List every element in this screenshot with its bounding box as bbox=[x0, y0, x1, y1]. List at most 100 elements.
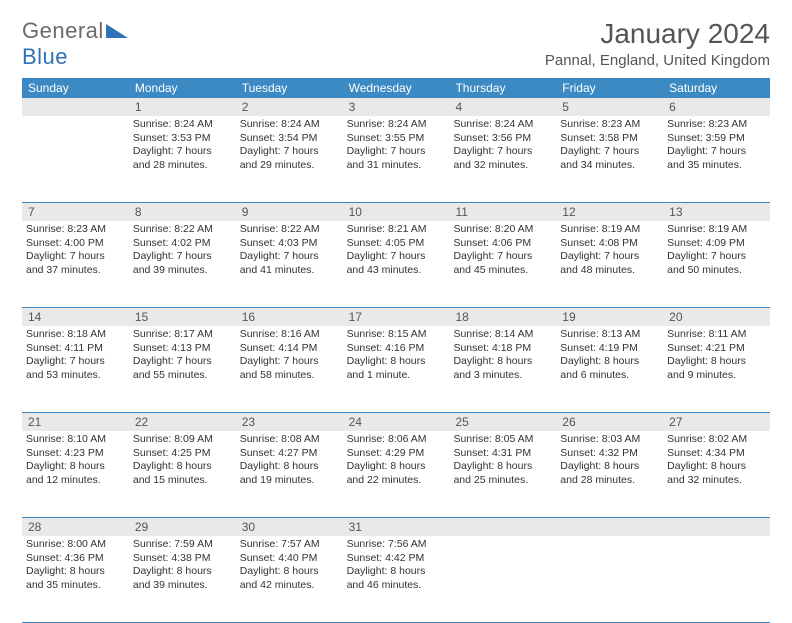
daylight-text: Daylight: 8 hours and 25 minutes. bbox=[453, 460, 552, 487]
day-number: 22 bbox=[129, 413, 236, 431]
sunrise-text: Sunrise: 8:15 AM bbox=[347, 328, 446, 342]
day-cell: Sunrise: 8:22 AMSunset: 4:03 PMDaylight:… bbox=[236, 221, 343, 307]
logo: General Blue bbox=[22, 18, 128, 70]
day-cell: Sunrise: 8:23 AMSunset: 3:59 PMDaylight:… bbox=[663, 116, 770, 202]
day-number: 2 bbox=[236, 98, 343, 116]
sunrise-text: Sunrise: 8:22 AM bbox=[240, 223, 339, 237]
calendar: SundayMondayTuesdayWednesdayThursdayFrid… bbox=[22, 78, 770, 623]
sunset-text: Sunset: 4:00 PM bbox=[26, 237, 125, 251]
sunrise-text: Sunrise: 7:56 AM bbox=[347, 538, 446, 552]
day-cell: Sunrise: 8:09 AMSunset: 4:25 PMDaylight:… bbox=[129, 431, 236, 517]
daylight-text: Daylight: 7 hours and 53 minutes. bbox=[26, 355, 125, 382]
daylight-text: Daylight: 7 hours and 58 minutes. bbox=[240, 355, 339, 382]
sunset-text: Sunset: 4:02 PM bbox=[133, 237, 232, 251]
day-cell: Sunrise: 8:21 AMSunset: 4:05 PMDaylight:… bbox=[343, 221, 450, 307]
day-number-row: .123456 bbox=[22, 98, 770, 116]
daylight-text: Daylight: 8 hours and 39 minutes. bbox=[133, 565, 232, 592]
daylight-text: Daylight: 8 hours and 42 minutes. bbox=[240, 565, 339, 592]
day-cell: Sunrise: 8:15 AMSunset: 4:16 PMDaylight:… bbox=[343, 326, 450, 412]
day-number: 4 bbox=[449, 98, 556, 116]
day-cell: Sunrise: 8:24 AMSunset: 3:56 PMDaylight:… bbox=[449, 116, 556, 202]
sunrise-text: Sunrise: 8:23 AM bbox=[26, 223, 125, 237]
weekday-header: Tuesday bbox=[236, 78, 343, 98]
sunrise-text: Sunrise: 8:16 AM bbox=[240, 328, 339, 342]
weekday-header: Sunday bbox=[22, 78, 129, 98]
sunrise-text: Sunrise: 8:06 AM bbox=[347, 433, 446, 447]
day-cell: Sunrise: 7:59 AMSunset: 4:38 PMDaylight:… bbox=[129, 536, 236, 622]
daylight-text: Daylight: 7 hours and 43 minutes. bbox=[347, 250, 446, 277]
week-row: Sunrise: 8:23 AMSunset: 4:00 PMDaylight:… bbox=[22, 221, 770, 308]
day-number: 28 bbox=[22, 518, 129, 536]
day-number: 19 bbox=[556, 308, 663, 326]
day-number-row: 21222324252627 bbox=[22, 413, 770, 431]
title-block: January 2024 Pannal, England, United Kin… bbox=[545, 18, 770, 69]
day-cell: Sunrise: 8:19 AMSunset: 4:09 PMDaylight:… bbox=[663, 221, 770, 307]
day-cell: Sunrise: 8:19 AMSunset: 4:08 PMDaylight:… bbox=[556, 221, 663, 307]
sunrise-text: Sunrise: 7:59 AM bbox=[133, 538, 232, 552]
day-cell: Sunrise: 8:24 AMSunset: 3:55 PMDaylight:… bbox=[343, 116, 450, 202]
day-number: 8 bbox=[129, 203, 236, 221]
daylight-text: Daylight: 7 hours and 37 minutes. bbox=[26, 250, 125, 277]
sunrise-text: Sunrise: 8:00 AM bbox=[26, 538, 125, 552]
sunrise-text: Sunrise: 8:08 AM bbox=[240, 433, 339, 447]
sunset-text: Sunset: 4:23 PM bbox=[26, 447, 125, 461]
day-cell: Sunrise: 8:13 AMSunset: 4:19 PMDaylight:… bbox=[556, 326, 663, 412]
sunrise-text: Sunrise: 8:14 AM bbox=[453, 328, 552, 342]
sunset-text: Sunset: 3:55 PM bbox=[347, 132, 446, 146]
logo-text: General Blue bbox=[22, 18, 128, 70]
day-number: . bbox=[22, 98, 129, 116]
weekday-header-row: SundayMondayTuesdayWednesdayThursdayFrid… bbox=[22, 78, 770, 98]
sunrise-text: Sunrise: 8:09 AM bbox=[133, 433, 232, 447]
day-number: . bbox=[556, 518, 663, 536]
daylight-text: Daylight: 7 hours and 41 minutes. bbox=[240, 250, 339, 277]
sunrise-text: Sunrise: 8:24 AM bbox=[133, 118, 232, 132]
sunset-text: Sunset: 4:27 PM bbox=[240, 447, 339, 461]
day-number: 10 bbox=[343, 203, 450, 221]
day-cell: Sunrise: 8:22 AMSunset: 4:02 PMDaylight:… bbox=[129, 221, 236, 307]
daylight-text: Daylight: 7 hours and 35 minutes. bbox=[667, 145, 766, 172]
day-cell bbox=[663, 536, 770, 622]
daylight-text: Daylight: 7 hours and 28 minutes. bbox=[133, 145, 232, 172]
day-number: 26 bbox=[556, 413, 663, 431]
sunset-text: Sunset: 4:29 PM bbox=[347, 447, 446, 461]
day-number-row: 78910111213 bbox=[22, 203, 770, 221]
day-number: 18 bbox=[449, 308, 556, 326]
sunset-text: Sunset: 4:40 PM bbox=[240, 552, 339, 566]
weekday-header: Wednesday bbox=[343, 78, 450, 98]
sunrise-text: Sunrise: 8:23 AM bbox=[667, 118, 766, 132]
weekday-header: Monday bbox=[129, 78, 236, 98]
day-number: 14 bbox=[22, 308, 129, 326]
daylight-text: Daylight: 7 hours and 29 minutes. bbox=[240, 145, 339, 172]
day-cell: Sunrise: 8:02 AMSunset: 4:34 PMDaylight:… bbox=[663, 431, 770, 517]
day-cell: Sunrise: 8:00 AMSunset: 4:36 PMDaylight:… bbox=[22, 536, 129, 622]
week-row: Sunrise: 8:18 AMSunset: 4:11 PMDaylight:… bbox=[22, 326, 770, 413]
day-cell: Sunrise: 8:23 AMSunset: 4:00 PMDaylight:… bbox=[22, 221, 129, 307]
day-cell: Sunrise: 8:03 AMSunset: 4:32 PMDaylight:… bbox=[556, 431, 663, 517]
logo-text-general: General bbox=[22, 18, 104, 43]
sunrise-text: Sunrise: 8:19 AM bbox=[560, 223, 659, 237]
day-cell: Sunrise: 8:18 AMSunset: 4:11 PMDaylight:… bbox=[22, 326, 129, 412]
day-cell: Sunrise: 8:08 AMSunset: 4:27 PMDaylight:… bbox=[236, 431, 343, 517]
day-cell bbox=[556, 536, 663, 622]
daylight-text: Daylight: 7 hours and 31 minutes. bbox=[347, 145, 446, 172]
sunset-text: Sunset: 4:36 PM bbox=[26, 552, 125, 566]
day-number: 17 bbox=[343, 308, 450, 326]
sunset-text: Sunset: 4:34 PM bbox=[667, 447, 766, 461]
daylight-text: Daylight: 8 hours and 35 minutes. bbox=[26, 565, 125, 592]
day-cell bbox=[449, 536, 556, 622]
sunset-text: Sunset: 4:06 PM bbox=[453, 237, 552, 251]
day-number: . bbox=[663, 518, 770, 536]
sunrise-text: Sunrise: 8:24 AM bbox=[240, 118, 339, 132]
sunrise-text: Sunrise: 8:02 AM bbox=[667, 433, 766, 447]
sunset-text: Sunset: 4:05 PM bbox=[347, 237, 446, 251]
sunset-text: Sunset: 3:54 PM bbox=[240, 132, 339, 146]
logo-text-blue: Blue bbox=[22, 44, 68, 69]
daylight-text: Daylight: 8 hours and 46 minutes. bbox=[347, 565, 446, 592]
weekday-header: Thursday bbox=[449, 78, 556, 98]
sunrise-text: Sunrise: 8:10 AM bbox=[26, 433, 125, 447]
sunset-text: Sunset: 4:42 PM bbox=[347, 552, 446, 566]
sunset-text: Sunset: 4:13 PM bbox=[133, 342, 232, 356]
sunset-text: Sunset: 4:16 PM bbox=[347, 342, 446, 356]
daylight-text: Daylight: 8 hours and 32 minutes. bbox=[667, 460, 766, 487]
day-cell: Sunrise: 8:16 AMSunset: 4:14 PMDaylight:… bbox=[236, 326, 343, 412]
